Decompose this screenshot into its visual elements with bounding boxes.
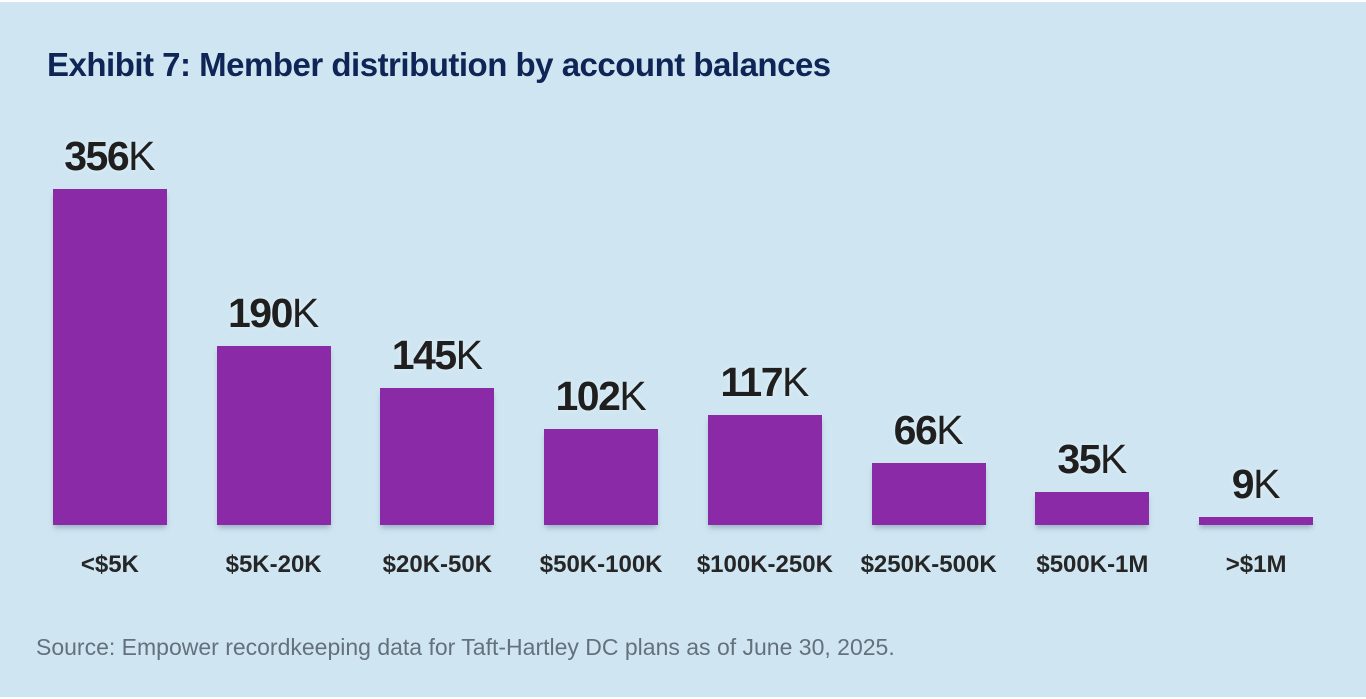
bar-value-label: 145K: [392, 335, 483, 376]
bar: [1035, 492, 1150, 525]
bar-value-number: 145: [391, 332, 457, 378]
bar-value-number: 190: [227, 290, 293, 336]
bar-column: 356K: [28, 136, 192, 525]
bar-value-unit: K: [291, 290, 320, 336]
bar: [544, 429, 659, 525]
bar-column: 117K: [683, 362, 847, 525]
bar-value-label: 117K: [720, 362, 809, 403]
bar: [1199, 517, 1314, 525]
source-note: Source: Empower recordkeeping data for T…: [36, 634, 895, 660]
bar-value-unit: K: [782, 359, 810, 405]
x-tick-label: $50K-100K: [539, 551, 663, 578]
chart-title: Exhibit 7: Member distribution by accoun…: [47, 46, 831, 83]
x-tick-label: $100K-250K: [696, 551, 833, 578]
bar-value-number: 35: [1057, 436, 1101, 482]
bar-column: 9K: [1174, 464, 1338, 525]
bar-value-number: 117: [720, 359, 783, 405]
bar-value-unit: K: [936, 407, 964, 453]
bar-column: 102K: [519, 376, 683, 525]
bar-value-unit: K: [455, 332, 484, 378]
x-tick-label: $500K-1M: [1036, 551, 1149, 578]
bar-value-label: 102K: [555, 376, 646, 417]
bar: [216, 346, 331, 525]
x-tick-label: $250K-500K: [860, 551, 997, 578]
bar-value-unit: K: [1100, 436, 1128, 482]
bar-value-number: 9: [1231, 461, 1255, 507]
x-axis-tick-row: <$5K $5K-20K $20K-50K $50K-100K $100K-250K $2…: [28, 551, 1338, 579]
bar-value-unit: K: [619, 373, 647, 419]
bar-value-unit: K: [128, 133, 156, 179]
bar-value-label: 66K: [894, 410, 964, 451]
bar-value-number: 66: [893, 407, 938, 453]
bar-value-label: 9K: [1232, 464, 1281, 505]
bar-value-label: 356K: [64, 136, 155, 177]
x-tick-label: <$5K: [80, 551, 139, 578]
bar: [52, 189, 167, 525]
bar-column: 66K: [847, 410, 1011, 525]
bar-column: 145K: [356, 335, 520, 525]
bar-value-number: 356: [64, 133, 129, 179]
bar-column: 190K: [192, 293, 356, 525]
bar: [380, 388, 495, 525]
x-tick-label: $5K-20K: [225, 551, 322, 578]
bar-value-unit: K: [1253, 461, 1281, 507]
bar-value-label: 35K: [1057, 439, 1127, 480]
bar-column: 35K: [1011, 439, 1175, 525]
x-tick-label: >$1M: [1225, 551, 1287, 578]
bar: [707, 415, 822, 525]
bar-plot-area: 356K 190K 145K 102K 117K 66K 35K 9K: [28, 95, 1338, 525]
bar-value-number: 102: [555, 373, 620, 419]
bar-value-label: 190K: [228, 293, 319, 334]
x-tick-label: $20K-50K: [382, 551, 493, 578]
bar: [871, 463, 986, 525]
